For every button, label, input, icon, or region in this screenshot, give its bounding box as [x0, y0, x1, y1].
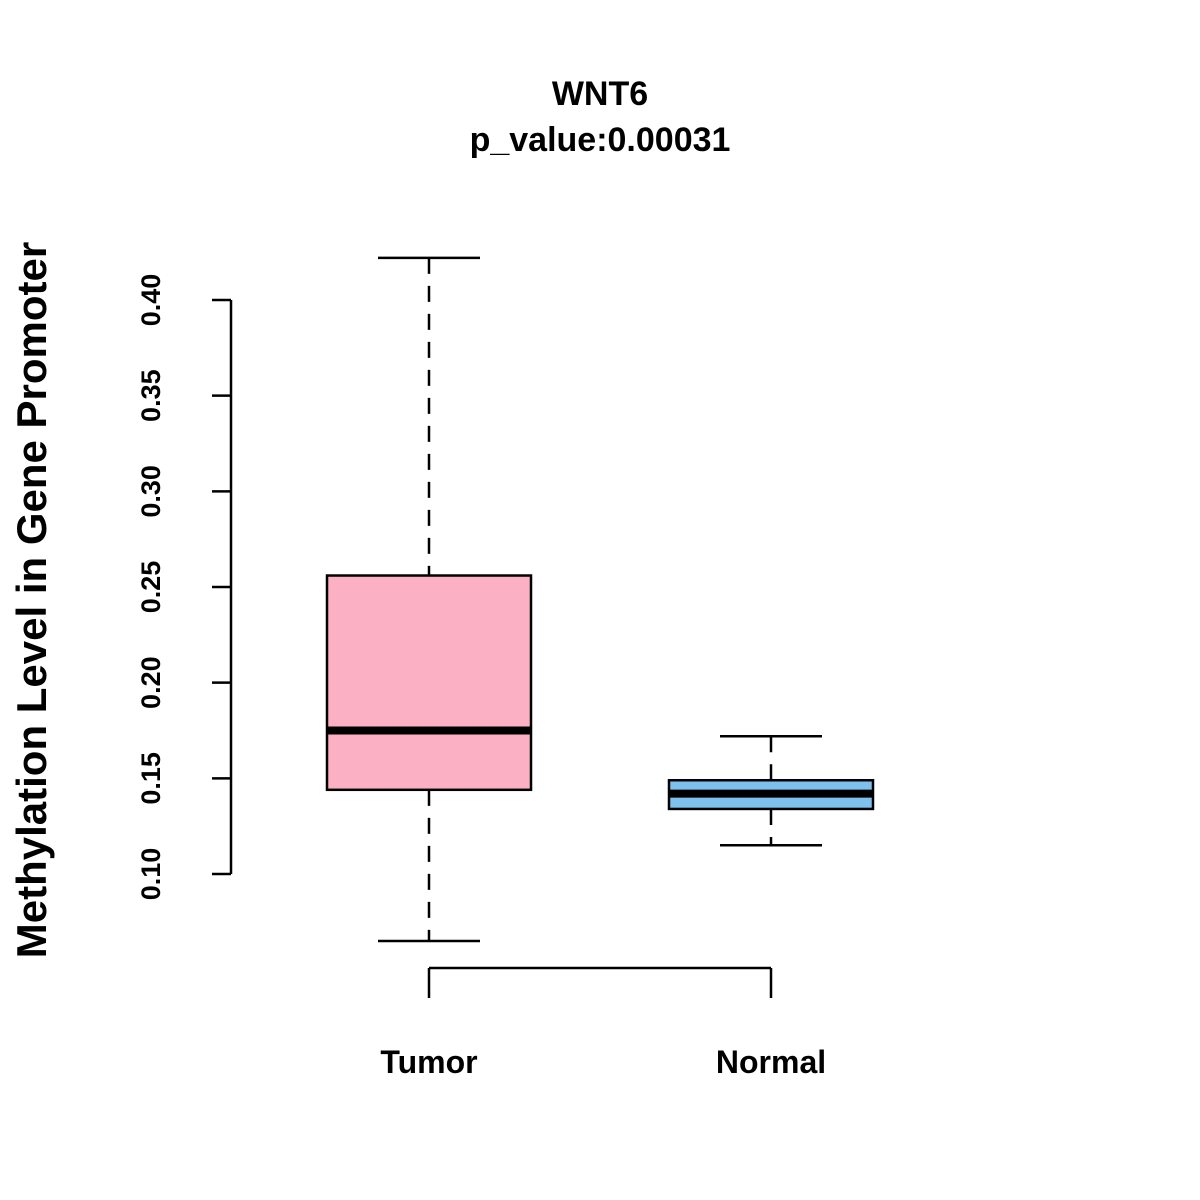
- box-normal: [667, 734, 875, 847]
- y-tick-label: 0.15: [136, 752, 166, 805]
- x-axis: Tumor Normal: [380, 966, 826, 1080]
- y-axis: 0.10 0.15 0.20 0.25 0.30 0.35 0.40: [136, 274, 233, 901]
- y-tick-label: 0.20: [136, 656, 166, 709]
- x-tick-label: Tumor: [380, 1044, 477, 1080]
- chart-subtitle: p_value:0.00031: [470, 121, 731, 159]
- y-tick-label: 0.40: [136, 274, 166, 327]
- chart-title: WNT6: [552, 75, 648, 113]
- y-tick-label: 0.25: [136, 561, 166, 614]
- y-tick-label: 0.10: [136, 848, 166, 901]
- iqr-box: [325, 574, 533, 792]
- y-tick-label: 0.35: [136, 369, 166, 422]
- x-tick-label: Normal: [716, 1044, 826, 1080]
- y-tick-label: 0.30: [136, 465, 166, 518]
- box-tumor: [325, 256, 533, 943]
- y-axis-label: Methylation Level in Gene Promoter: [8, 242, 55, 958]
- boxes: [325, 256, 875, 943]
